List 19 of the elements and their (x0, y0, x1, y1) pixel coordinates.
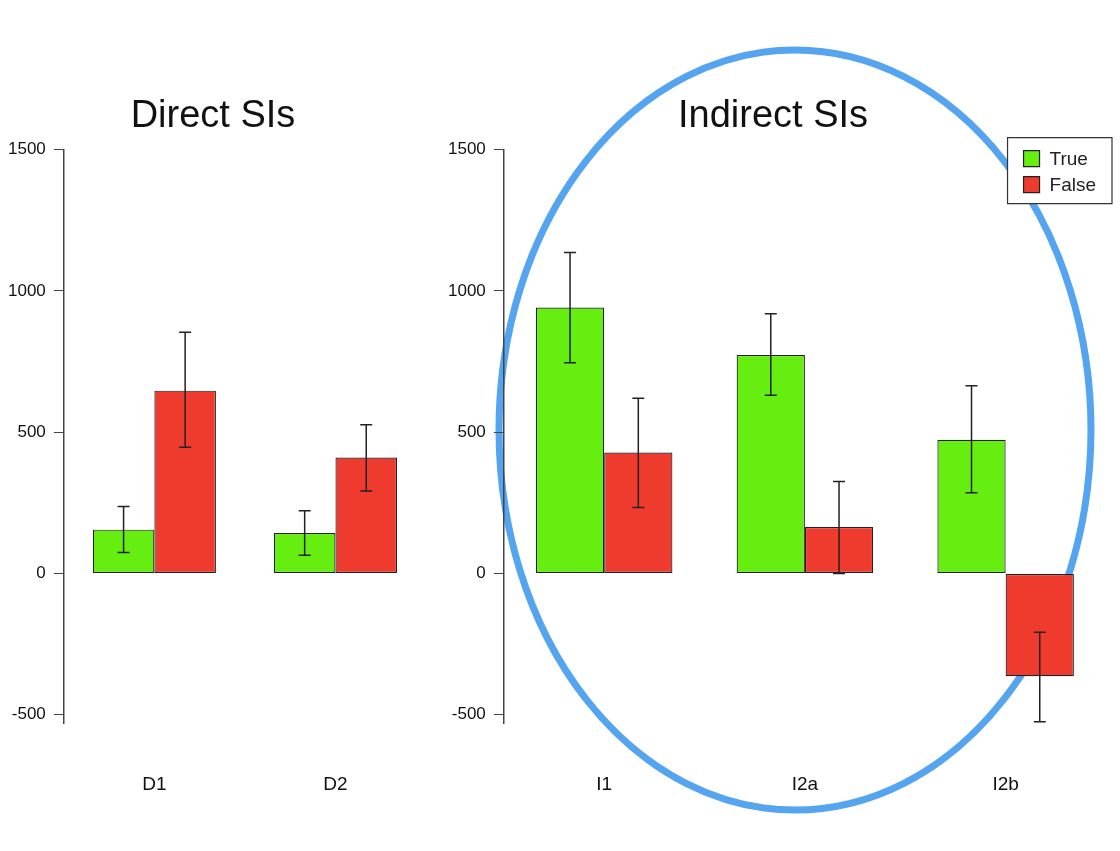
x-tick-label: D2 (323, 772, 348, 794)
y-tick-label: 0 (476, 563, 486, 583)
chart-title: Direct SIs (130, 93, 296, 136)
x-tick-label: D1 (142, 772, 167, 794)
legend-label: True (1049, 147, 1088, 169)
y-tick-label: -500 (451, 704, 486, 724)
chart-title: Indirect SIs (677, 93, 869, 136)
y-tick-label: 500 (17, 421, 46, 441)
y-tick-label: 1500 (7, 139, 46, 159)
x-tick-label: I1 (596, 772, 613, 794)
y-tick-label: 500 (457, 421, 486, 441)
x-tick-label: I2a (791, 772, 819, 794)
y-tick-label: 1000 (7, 280, 46, 300)
y-tick-label: 0 (36, 563, 46, 583)
legend-label: False (1049, 173, 1097, 195)
x-tick-label: I2b (992, 772, 1019, 794)
y-tick-label: 1500 (447, 139, 486, 159)
y-tick-label: -500 (11, 704, 46, 724)
y-tick-label: 1000 (447, 280, 486, 300)
